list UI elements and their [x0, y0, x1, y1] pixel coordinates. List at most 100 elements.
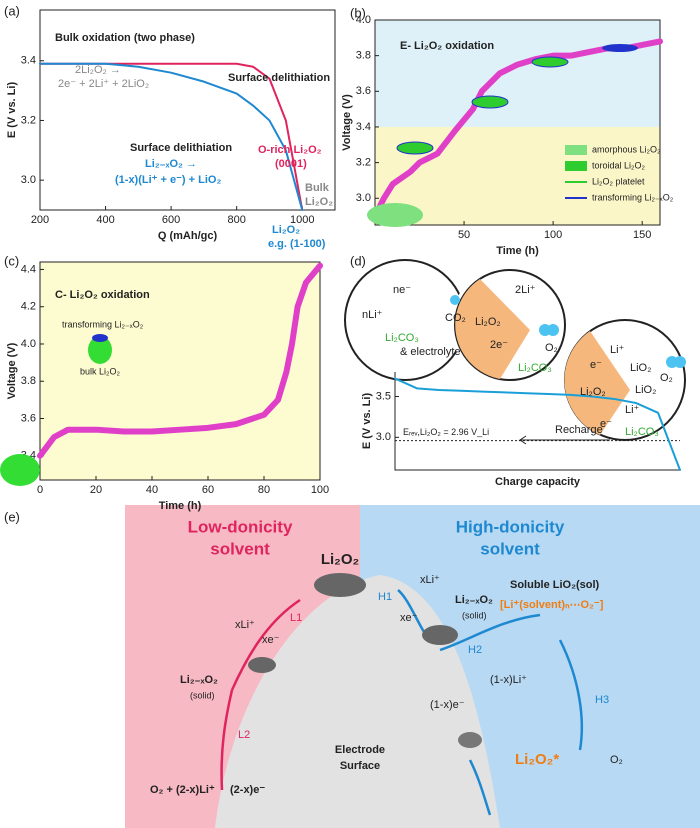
legend-label: transforming Li₂₋ₓO₂	[592, 192, 674, 202]
plot-frame	[39, 9, 336, 211]
y-tick-label: 3.2	[356, 157, 371, 169]
label: xe⁻	[400, 612, 418, 624]
annotation: LiO₂	[635, 384, 656, 396]
plot-bg	[40, 262, 320, 480]
x-tick-label: 1000	[290, 214, 314, 226]
legend-label: Li₂O₂ platelet	[592, 176, 645, 186]
shaded-region	[375, 20, 660, 127]
bulk-li2o2	[88, 336, 112, 364]
x-tick-label: 600	[162, 214, 180, 226]
li2o2-toroid	[248, 657, 276, 673]
annotation: Li₂CO₃	[625, 426, 659, 438]
backgrounds	[40, 20, 660, 480]
y-tick-label: 4.4	[21, 263, 36, 275]
label: L1	[290, 612, 302, 624]
x-tick-label: 20	[90, 484, 102, 496]
x-tick-label: 40	[146, 484, 158, 496]
annotation: 2e⁻	[490, 339, 508, 351]
x-tick-label: 100	[544, 229, 562, 241]
li2o2-wedge	[455, 279, 530, 379]
label: Surface	[340, 760, 380, 772]
y-axis-label: Voltage (V)	[6, 342, 18, 399]
label: Soluble LiO₂(sol)	[510, 579, 600, 591]
y-tick-label: 3.4	[356, 121, 371, 133]
o2-molecule	[547, 324, 559, 336]
y-tick-label: 3.0	[21, 174, 36, 186]
y-tick-label: 4.2	[21, 301, 36, 313]
annotation: Li₂O₂	[305, 196, 333, 208]
label: H3	[595, 694, 609, 706]
panel-label: (b)	[350, 5, 366, 20]
y-axis-label: Voltage (V)	[341, 94, 353, 151]
plot-frame	[39, 261, 321, 481]
annotation: e⁻	[590, 359, 602, 371]
annotation: 2Li⁺	[515, 284, 536, 296]
x-axis-label: Time (h)	[496, 245, 539, 257]
right-title: High-donicity	[456, 517, 565, 536]
li2o2-toroid	[422, 625, 458, 645]
x-tick-label: 200	[31, 214, 49, 226]
panel-label: (c)	[4, 253, 19, 268]
annotation: Bulk oxidation (two phase)	[55, 32, 195, 44]
o2-molecule	[674, 356, 686, 368]
x-tick-label: 60	[202, 484, 214, 496]
li2o2-toroid	[314, 573, 366, 597]
annotation: (1-x)(Li⁺ + e⁻) + LiO₂	[115, 174, 221, 186]
x-axis-label: Charge capacity	[495, 476, 581, 488]
annotation: Bulk	[305, 182, 330, 194]
platelet	[531, 56, 569, 68]
label: Electrode	[335, 744, 385, 756]
x-tick-label: 50	[458, 229, 470, 241]
co2-molecule	[450, 295, 460, 305]
annotation: O₂	[545, 342, 558, 354]
annotation: & electrolyte	[400, 346, 461, 358]
label: Li₂₋ₓO₂	[180, 674, 218, 686]
label: xLi⁺	[420, 574, 440, 586]
annotation: Li₂O₂	[475, 316, 501, 328]
annotation: Li₂CO₃	[518, 362, 552, 374]
annotation: Li⁺	[625, 404, 640, 416]
label: O₂ + (2-x)Li⁺	[150, 784, 215, 796]
annotation: transforming Li₂₋ₓO₂	[62, 319, 144, 329]
series-line	[39, 62, 304, 211]
x-tick-label: 0	[37, 484, 43, 496]
y-tick-label: 3.6	[356, 85, 371, 97]
chart-title: C- Li₂O₂ oxidation	[55, 289, 150, 301]
y-tick-label: 3.8	[356, 50, 371, 62]
label: Li₂₋ₓO₂	[455, 594, 493, 606]
series-line	[37, 262, 323, 459]
plot-frame	[374, 19, 661, 226]
amorphous-li2o2	[367, 203, 423, 227]
right-title: solvent	[480, 539, 540, 558]
y-tick-label: 3.0	[376, 431, 391, 443]
annotation: Li₂₋ₓO₂ →	[145, 158, 197, 170]
label: xe⁻	[262, 634, 280, 646]
annotation: e.g. (1-100)	[268, 238, 326, 250]
legend-swatch	[565, 161, 587, 171]
annotation: O₂	[660, 372, 673, 384]
label: Li₂O₂*	[515, 751, 559, 768]
series-line	[39, 62, 304, 211]
label: O₂	[610, 754, 623, 766]
decorations	[0, 44, 638, 486]
y-tick-label: 3.2	[21, 114, 36, 126]
panel-label: (a)	[4, 3, 20, 18]
panel-label: (d)	[350, 253, 366, 268]
legend-label: amorphous Li₂O₂	[592, 144, 661, 154]
y-axis-label: E (V vs. Li)	[361, 393, 373, 450]
y-tick-label: 4.0	[356, 14, 371, 26]
annotation: O-rich Li₂O₂	[258, 144, 322, 156]
y-tick-label: 3.8	[21, 375, 36, 387]
left-title: solvent	[210, 539, 270, 558]
annotation: CO₂	[445, 312, 466, 324]
annotation: Surface delithiation	[228, 72, 330, 84]
y-tick-label: 3.4	[21, 55, 36, 67]
annotation: e⁻	[600, 418, 612, 430]
annotation: Li₂O₂	[272, 224, 300, 236]
legend-swatch	[565, 197, 587, 199]
x-tick-label: 100	[311, 484, 329, 496]
annotation: Surface delithiation	[130, 142, 232, 154]
annotation: Recharge	[555, 424, 603, 436]
